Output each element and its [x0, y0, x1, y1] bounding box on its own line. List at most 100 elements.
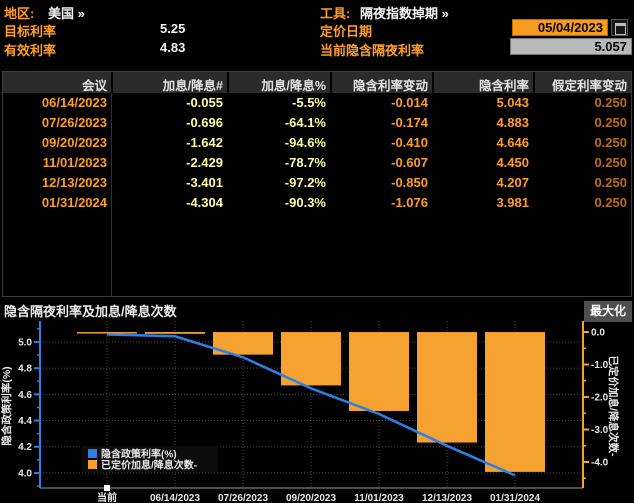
cell-implied-change: -1.076 — [391, 195, 428, 210]
cell-assumed-change: 0.250 — [594, 155, 627, 170]
table-row[interactable]: 11/01/2023 -2.429 -78.7% -0.607 4.450 0.250 — [3, 153, 631, 173]
legend-label-bar: 已定价加息/降息次数- — [101, 459, 197, 472]
priced-moves-bar — [417, 332, 477, 443]
right-axis-tick-label: 0.0 — [591, 328, 605, 339]
right-axis-tick-label: -4.0 — [591, 458, 609, 469]
col-header-moves-count[interactable]: 加息/降息# — [113, 72, 227, 93]
cell-implied-change: -0.014 — [391, 95, 428, 110]
priced-moves-bar — [145, 332, 205, 334]
chart-title: 隐含隔夜利率及加息/降息次数 — [4, 304, 177, 319]
tool-label: 工具: — [320, 6, 351, 21]
cell-meeting: 07/26/2023 — [41, 115, 107, 130]
x-axis-label: 06/14/2023 — [150, 493, 200, 503]
table-row[interactable]: 12/13/2023 -3.401 -97.2% -0.850 4.207 0.250 — [3, 173, 631, 193]
left-axis-title: 隐含政策利率(%) — [0, 366, 13, 445]
cell-meeting: 11/01/2023 — [42, 155, 107, 170]
current-marker — [104, 485, 110, 491]
pricing-date-label: 定价日期 — [320, 24, 373, 39]
cell-moves-pct: -5.5% — [292, 95, 326, 110]
cell-moves-count: -0.055 — [186, 95, 223, 110]
col-header-moves-pct[interactable]: 加息/降息% — [229, 72, 330, 93]
effective-rate-label: 有效利率 — [4, 43, 57, 58]
col-header-meeting[interactable]: 会议 — [3, 72, 111, 93]
cell-meeting: 06/14/2023 — [41, 95, 107, 110]
right-axis-tick-label: -1.0 — [591, 360, 609, 371]
table-row[interactable]: 09/20/2023 -1.642 -94.6% -0.410 4.646 0.250 — [3, 133, 631, 153]
cell-implied-rate: 4.207 — [496, 175, 529, 190]
cell-moves-count: -2.429 — [186, 155, 223, 170]
column-divider — [111, 93, 112, 297]
x-axis-label: 01/31/2024 — [490, 493, 540, 503]
cell-meeting: 09/20/2023 — [41, 135, 107, 150]
cell-implied-change: -0.850 — [391, 175, 428, 190]
priced-moves-bar — [281, 332, 341, 386]
cell-moves-count: -0.696 — [186, 115, 223, 130]
left-axis-tick-label: 4.2 — [18, 442, 32, 453]
col-header-assumed-change[interactable]: 假定利率变动 — [535, 72, 631, 93]
cell-moves-count: -3.401 — [186, 175, 223, 190]
x-axis-label: 09/20/2023 — [286, 493, 336, 503]
priced-moves-bar — [349, 332, 409, 411]
target-rate-label: 目标利率 — [4, 24, 57, 39]
legend-label-line: 隐含政策利率(%) — [101, 448, 177, 461]
table-row[interactable]: 01/31/2024 -4.304 -90.3% -1.076 3.981 0.250 — [3, 193, 631, 213]
priced-moves-bar — [485, 332, 545, 472]
region-value[interactable]: 美国 » — [48, 6, 85, 21]
cell-assumed-change: 0.250 — [594, 135, 627, 150]
cell-implied-rate: 3.981 — [496, 195, 529, 210]
calendar-glyph — [615, 23, 626, 35]
x-axis-label: 12/13/2023 — [422, 493, 472, 503]
legend-box — [82, 446, 218, 472]
target-rate-value: 5.25 — [160, 21, 186, 36]
legend-swatch-bar — [88, 460, 97, 469]
cell-implied-change: -0.607 — [391, 155, 428, 170]
right-axis-tick-label: -2.0 — [591, 393, 609, 404]
cell-assumed-change: 0.250 — [594, 115, 627, 130]
cell-moves-pct: -94.6% — [284, 135, 326, 150]
cell-implied-rate: 4.450 — [496, 155, 529, 170]
cell-moves-count: -1.642 — [186, 135, 223, 150]
right-axis-tick-label: -3.0 — [591, 425, 609, 436]
cell-implied-rate: 4.646 — [496, 135, 529, 150]
cell-implied-change: -0.174 — [391, 115, 428, 130]
left-axis-tick-label: 4.0 — [18, 468, 32, 479]
pricing-date-input[interactable]: 05/04/2023 — [512, 19, 608, 36]
priced-moves-bar — [77, 332, 137, 334]
x-axis-label: 11/01/2023 — [354, 493, 404, 503]
cell-moves-pct: -78.7% — [284, 155, 326, 170]
table-row[interactable]: 06/14/2023 -0.055 -5.5% -0.014 5.043 0.250 — [3, 93, 631, 113]
tool-value[interactable]: 隔夜指数掉期 » — [360, 6, 449, 21]
table-row[interactable]: 07/26/2023 -0.696 -64.1% -0.174 4.883 0.250 — [3, 113, 631, 133]
left-axis-tick-label: 4.6 — [18, 390, 32, 401]
current-implied-label: 当前隐含隔夜利率 — [320, 43, 425, 58]
left-axis-tick-label: 4.8 — [18, 364, 32, 375]
cell-implied-rate: 5.043 — [496, 95, 529, 110]
left-axis-tick-label: 4.4 — [18, 416, 32, 427]
cell-assumed-change: 0.250 — [594, 95, 627, 110]
col-header-implied-change[interactable]: 隐含利率变动 — [332, 72, 432, 93]
cell-meeting: 01/31/2024 — [41, 195, 107, 210]
legend-swatch-line — [88, 449, 97, 458]
col-header-implied-rate[interactable]: 隐含利率 — [434, 72, 533, 93]
x-axis-label: 07/26/2023 — [218, 493, 268, 503]
calendar-icon[interactable] — [611, 19, 628, 36]
cell-implied-rate: 4.883 — [496, 115, 529, 130]
cell-assumed-change: 0.250 — [594, 175, 627, 190]
meetings-table: 会议 加息/降息# 加息/降息% 隐含利率变动 隐含利率 假定利率变动 06/1… — [2, 71, 632, 297]
region-label: 地区: — [4, 6, 35, 21]
cell-meeting: 12/13/2023 — [41, 175, 107, 190]
cell-moves-count: -4.304 — [186, 195, 223, 210]
implied-rate-line — [106, 333, 516, 477]
priced-moves-bar — [213, 332, 273, 355]
rates-chart: 当前 06/14/2023 07/26/2023 09/20/2023 11/01/20… — [0, 321, 620, 503]
effective-rate-value: 4.83 — [160, 40, 186, 55]
table-body: 06/14/2023 -0.055 -5.5% -0.014 5.043 0.250 07/… — [3, 93, 631, 213]
maximize-button[interactable]: 最大化 — [583, 301, 632, 322]
current-implied-rate-field: 5.057 — [510, 38, 632, 55]
left-axis-tick-label: 5.0 — [18, 337, 32, 348]
x-axis-label: 当前 — [97, 491, 117, 503]
cell-moves-pct: -97.2% — [284, 175, 326, 190]
table-header-row: 会议 加息/降息# 加息/降息% 隐含利率变动 隐含利率 假定利率变动 — [3, 72, 631, 93]
cell-implied-change: -0.410 — [391, 135, 428, 150]
